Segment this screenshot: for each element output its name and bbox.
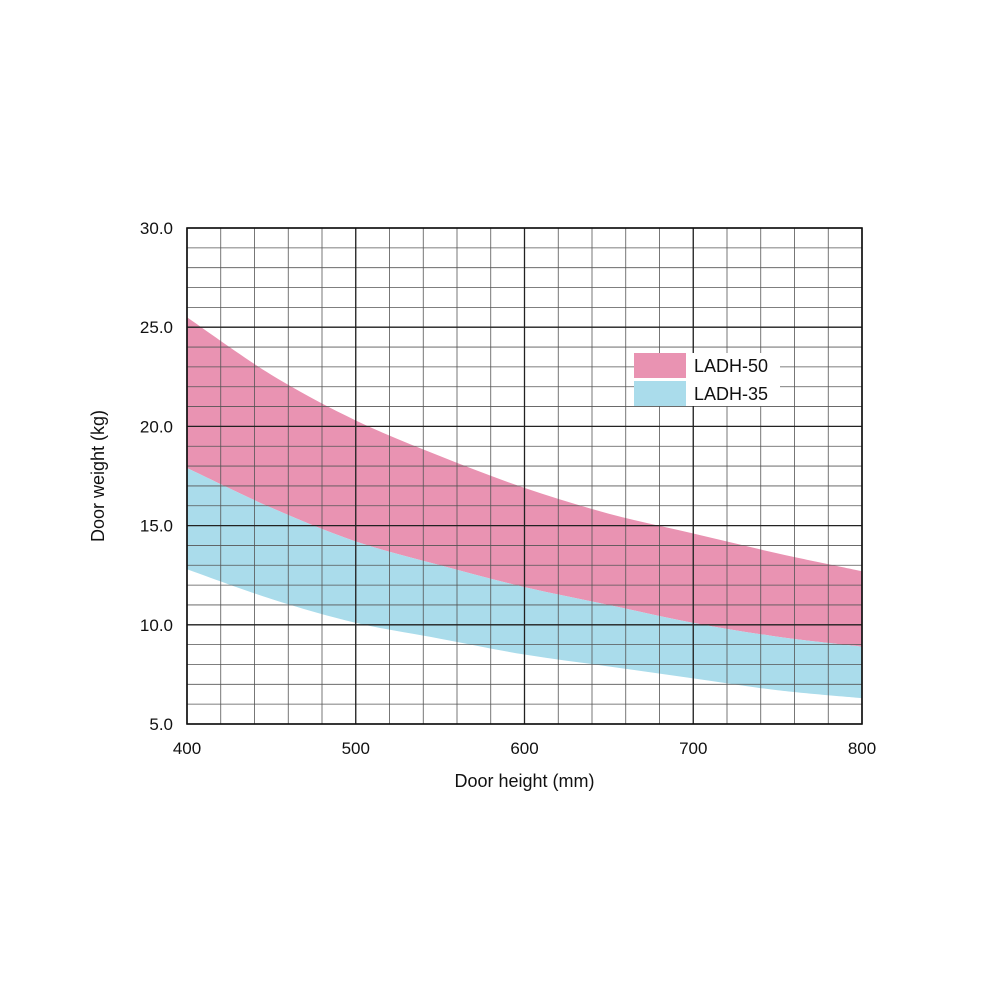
y-tick-label: 30.0 [140, 219, 173, 238]
plot-frame [186, 227, 863, 725]
legend-swatch-ladh-50 [634, 353, 686, 378]
legend: LADH-50 LADH-35 [634, 353, 780, 406]
legend-label-ladh-50: LADH-50 [694, 356, 768, 376]
y-axis-label: Door weight (kg) [88, 410, 108, 542]
y-tick-label: 20.0 [140, 417, 173, 436]
x-tick-label: 800 [848, 739, 876, 758]
y-tick-label: 5.0 [149, 715, 173, 734]
y-tick-label: 15.0 [140, 517, 173, 536]
legend-label-ladh-35: LADH-35 [694, 384, 768, 404]
x-tick-label: 700 [679, 739, 707, 758]
y-tick-label: 10.0 [140, 616, 173, 635]
x-axis-label: Door height (mm) [454, 771, 594, 791]
x-tick-labels: 400 500 600 700 800 [173, 739, 876, 758]
x-tick-label: 400 [173, 739, 201, 758]
legend-swatch-ladh-35 [634, 381, 686, 406]
x-tick-label: 500 [342, 739, 370, 758]
y-tick-labels: 5.0 10.0 15.0 20.0 25.0 30.0 [140, 219, 173, 734]
y-tick-label: 25.0 [140, 318, 173, 337]
x-tick-label: 600 [510, 739, 538, 758]
